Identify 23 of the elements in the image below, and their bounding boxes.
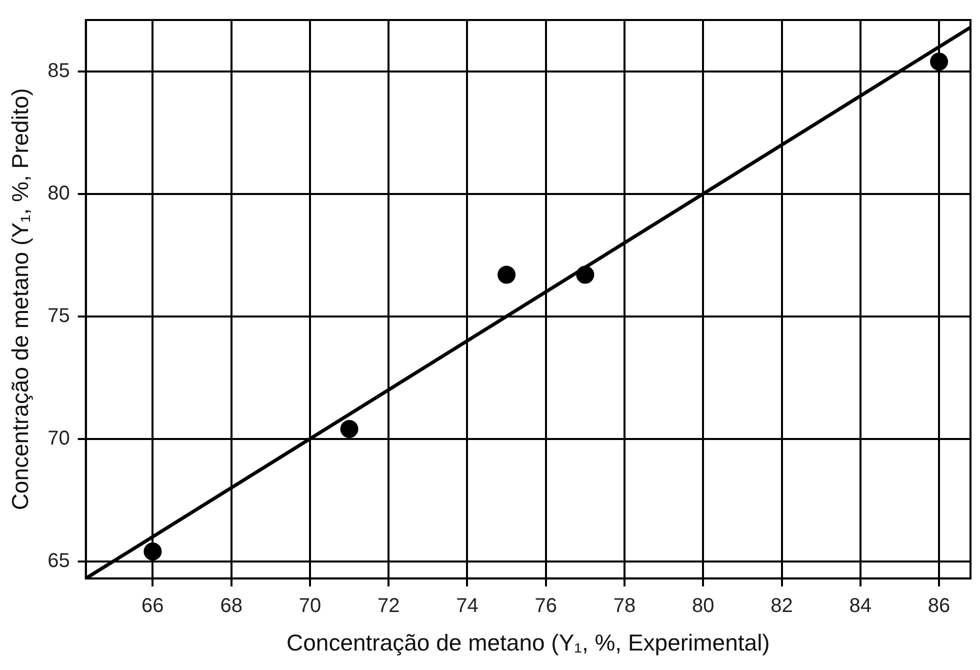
x-tick-label: 76 (534, 594, 557, 617)
point (576, 266, 594, 284)
x-axis-title: Concentração de metano (Y₁, %, Experimental) (286, 630, 770, 656)
y-tick-label: 65 (48, 550, 70, 572)
y-tick-label: 85 (48, 60, 70, 82)
x-tick-label: 84 (849, 594, 872, 617)
point (340, 420, 358, 438)
x-tick-label: 74 (456, 594, 478, 617)
x-tick-label: 70 (298, 594, 322, 617)
x-tick-label: 68 (220, 594, 242, 617)
point (498, 266, 516, 284)
x-tick-label: 82 (770, 594, 793, 617)
point (930, 52, 948, 71)
y-tick-label: 70 (48, 427, 70, 450)
y-axis-title: Concentração de metano (Y₁, %, Predito) (7, 88, 34, 510)
x-tick-label: 86 (928, 594, 950, 617)
x-tick-label: 72 (377, 594, 400, 617)
x-tick-label: 78 (613, 594, 636, 617)
y-tick-label: 80 (48, 182, 70, 204)
x-tick-label: 80 (692, 594, 714, 617)
y-tick-label: 75 (48, 304, 70, 327)
x-tick-label: 66 (142, 594, 164, 617)
point (144, 542, 162, 560)
